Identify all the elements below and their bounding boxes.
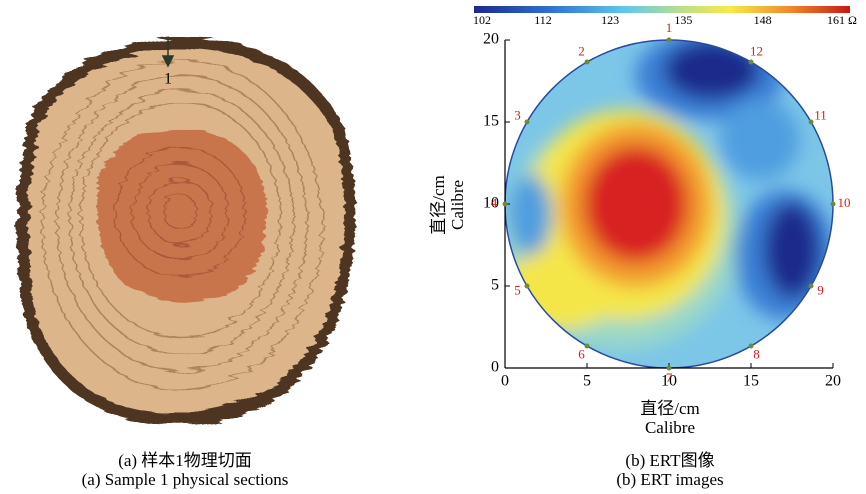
x-tick-label: 5 (583, 373, 591, 390)
caption-cn: (b) ERT图像 (625, 451, 714, 470)
section-marker: 1 (164, 71, 172, 88)
y-tick-label: 5 (491, 277, 499, 294)
colorbar-label: 123 (601, 13, 619, 27)
electrode (667, 38, 672, 43)
electrode (524, 284, 529, 289)
y-tick-label: 15 (483, 113, 499, 130)
electrode-label: 7 (666, 370, 673, 385)
electrode-label: 6 (578, 347, 585, 362)
x-label: Calibre (645, 418, 695, 437)
caption-en: (a) Sample 1 physical sections (82, 470, 289, 489)
electrode-label: 10 (838, 195, 851, 210)
colorbar-label: 102 (473, 13, 491, 27)
electrode-label: 2 (578, 43, 585, 58)
electrode (585, 59, 590, 64)
electrode-label: 5 (514, 282, 521, 297)
caption-cn: (a) 样本1物理切面 (118, 451, 252, 470)
electrode (503, 202, 508, 207)
electrode-label: 3 (514, 107, 521, 122)
electrode (585, 344, 590, 349)
electrode-label: 1 (666, 20, 673, 35)
y-label: Calibre (448, 180, 467, 230)
electrode-label: 12 (750, 43, 763, 58)
electrode-label: 8 (753, 347, 760, 362)
wood-section-photo (16, 38, 355, 425)
electrode (749, 59, 754, 64)
caption-en: (b) ERT images (616, 470, 723, 489)
colorbar (474, 6, 850, 13)
y-label: 直径/cm (429, 175, 448, 235)
x-tick-label: 15 (743, 373, 759, 390)
electrode (524, 120, 529, 125)
colorbar-label: 135 (674, 13, 692, 27)
y-tick-label: 20 (483, 31, 499, 48)
electrode (831, 202, 836, 207)
colorbar-label: 161 Ω (827, 13, 857, 27)
y-tick-label: 0 (491, 359, 499, 376)
electrode-label: 4 (491, 195, 498, 210)
x-tick-label: 0 (501, 373, 509, 390)
colorbar-label: 112 (534, 13, 552, 27)
electrode (809, 120, 814, 125)
figure: 1 (a) 样本1物理切面 (a) Sample 1 physical sect… (0, 0, 866, 494)
x-label: 直径/cm (640, 399, 700, 418)
electrode (809, 284, 814, 289)
x-tick-label: 20 (825, 373, 841, 390)
colorbar-label: 148 (754, 13, 772, 27)
ert-image (500, 30, 840, 375)
electrode-label: 11 (814, 107, 827, 122)
electrode-label: 9 (817, 282, 824, 297)
